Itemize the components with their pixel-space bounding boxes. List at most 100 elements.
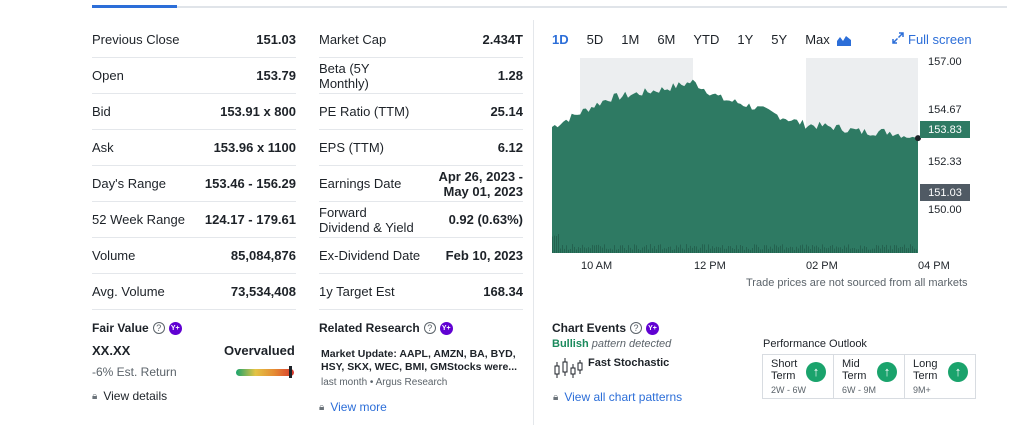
volume-bar <box>584 247 585 253</box>
outlook-term: Short Term <box>771 358 798 382</box>
volume-bar <box>696 246 697 253</box>
mountain-chart-icon[interactable] <box>837 33 851 51</box>
volume-bar <box>624 248 625 253</box>
volume-bar <box>714 248 715 253</box>
tab-6m[interactable]: 6M <box>657 32 676 47</box>
volume-bar <box>776 245 777 253</box>
tab-5y[interactable]: 5Y <box>771 32 788 47</box>
volume-bar <box>792 247 793 253</box>
view-all-chart-patterns-link[interactable]: 🔒︎ View all chart patterns <box>553 390 682 404</box>
expand-icon <box>892 32 904 47</box>
volume-bar <box>616 249 617 253</box>
volume-bar <box>664 248 665 253</box>
stat-row-eps: EPS (TTM) 6.12 <box>319 130 523 166</box>
help-icon[interactable]: ? <box>152 322 165 334</box>
view-more-link[interactable]: 🔒︎ View more <box>319 400 387 414</box>
volume-bar <box>674 249 675 253</box>
price-chart[interactable] <box>540 50 922 262</box>
stat-value: 25.14 <box>490 104 523 119</box>
volume-bar <box>798 248 799 253</box>
volume-bar <box>620 245 621 253</box>
tab-underline <box>92 5 1007 8</box>
stat-label: Forward Dividend & Yield <box>319 204 414 235</box>
volume-bar <box>706 249 707 253</box>
volume-bar <box>684 249 685 253</box>
current-price-dot <box>915 135 921 142</box>
y-tick-label: 157.00 <box>928 56 962 68</box>
volume-bar <box>604 244 605 253</box>
stat-value: 124.17 - 179.61 <box>204 212 296 227</box>
volume-bar <box>718 247 719 253</box>
volume-bar <box>804 248 805 253</box>
volume-bar <box>636 245 637 253</box>
research-headline[interactable]: Market Update: AAPL, AMZN, BA, BYD, HSY,… <box>321 348 518 373</box>
help-icon[interactable]: ? <box>423 322 436 334</box>
volume-bar <box>572 244 573 253</box>
volume-bar <box>608 249 609 253</box>
volume-bar <box>852 248 853 253</box>
tab-ytd[interactable]: YTD <box>693 32 720 47</box>
help-icon[interactable]: ? <box>630 322 643 334</box>
volume-bar <box>724 248 725 253</box>
volume-bar <box>600 246 601 253</box>
volume-bar <box>650 244 651 253</box>
link-label: View details <box>103 389 168 403</box>
stat-row-beta: Beta (5Y Monthly) 1.28 <box>319 58 523 94</box>
volume-bar <box>732 248 733 253</box>
stat-label: Previous Close <box>92 32 180 47</box>
stat-value: 2.434T <box>482 32 523 47</box>
volume-bar <box>874 248 875 253</box>
volume-bar <box>768 248 769 253</box>
outlook-long-term[interactable]: Long Term 9M+ ↑ <box>905 355 975 398</box>
volume-bar <box>766 245 767 253</box>
volume-bar <box>592 244 593 253</box>
outlook-mid-term[interactable]: Mid Term 6W - 9M ↑ <box>834 355 905 398</box>
stat-label: Bid <box>92 104 111 119</box>
volume-bar <box>642 247 643 253</box>
volume-bars <box>552 234 917 253</box>
outlook-period: 6W - 9M <box>842 385 877 395</box>
stat-value: Apr 26, 2023 - May 01, 2023 <box>438 168 523 199</box>
volume-bar <box>876 245 877 253</box>
volume-bar <box>802 244 803 253</box>
volume-bar <box>756 244 757 253</box>
stat-label: Volume <box>92 248 136 263</box>
volume-bar <box>680 244 681 253</box>
stats-table-right: Market Cap 2.434T Beta (5Y Monthly) 1.28 P… <box>319 22 523 310</box>
stat-label: Ex-Dividend Date <box>319 248 421 263</box>
outlook-term: Long Term <box>913 358 938 382</box>
chart-events-title: Chart Events ? Y+ <box>552 321 660 335</box>
outlook-short-term[interactable]: Short Term 2W - 6W ↑ <box>763 355 834 398</box>
fullscreen-button[interactable]: Full screen <box>892 32 972 47</box>
tab-1d[interactable]: 1D <box>552 32 569 47</box>
view-details-link[interactable]: 🔒︎ View details <box>92 389 167 403</box>
volume-bar <box>788 248 789 253</box>
lock-icon: 🔒︎ <box>92 390 98 402</box>
volume-bar <box>622 245 623 253</box>
tab-max[interactable]: Max <box>805 32 830 47</box>
tab-5d[interactable]: 5D <box>586 32 604 47</box>
volume-bar <box>828 247 829 253</box>
fullscreen-label: Full screen <box>908 32 972 47</box>
volume-bar <box>848 244 849 253</box>
stat-label: PE Ratio (TTM) <box>319 104 410 119</box>
volume-bar <box>824 247 825 253</box>
volume-bar <box>716 246 717 253</box>
volume-bar <box>618 249 619 253</box>
stat-value: 168.34 <box>483 284 523 299</box>
volume-bar <box>690 245 691 253</box>
stat-label: EPS (TTM) <box>319 140 384 155</box>
volume-bar <box>632 249 633 253</box>
volume-bar <box>668 246 669 253</box>
tab-1y[interactable]: 1Y <box>737 32 754 47</box>
volume-bar <box>878 245 879 253</box>
stat-label: Day's Range <box>92 176 167 191</box>
volume-bar <box>720 247 721 253</box>
volume-bar <box>746 247 747 253</box>
volume-bar <box>670 246 671 253</box>
volume-bar <box>772 248 773 253</box>
tab-1m[interactable]: 1M <box>621 32 640 47</box>
volume-bar <box>738 249 739 253</box>
volume-bar <box>596 244 597 253</box>
outlook-period: 2W - 6W <box>771 385 806 395</box>
